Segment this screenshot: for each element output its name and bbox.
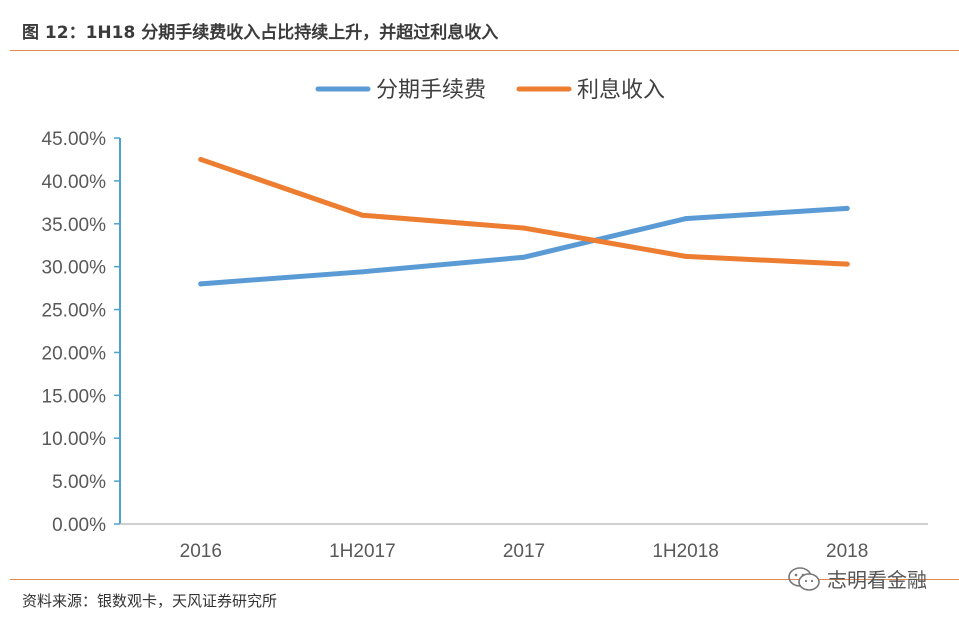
- watermark: 志明看金融: [787, 564, 927, 593]
- data-point: [521, 254, 527, 260]
- line-chart: 分期手续费 利息收入 0.00% 5.00% 10.00% 15.00% 20.00% 25…: [42, 78, 928, 562]
- data-point: [683, 216, 689, 222]
- series-line-installment-fee: [198, 205, 850, 287]
- y-tick-label: 35.00%: [42, 215, 107, 236]
- source-note: 资料来源：银数观卡，天风证券研究所: [22, 592, 278, 610]
- data-point: [359, 269, 365, 275]
- legend-label: 利息收入: [577, 78, 665, 103]
- y-tick-label: 25.00%: [42, 301, 107, 322]
- source-divider: [10, 579, 959, 580]
- y-tick-label: 0.00%: [52, 515, 106, 536]
- y-tick-label: 20.00%: [42, 343, 107, 364]
- figure-title: 图 12：1H18 分期手续费收入占比持续上升，并超过利息收入: [22, 23, 499, 43]
- y-tick-label: 5.00%: [52, 472, 106, 493]
- series-layer: [198, 156, 850, 287]
- y-tick-label: 10.00%: [42, 429, 107, 450]
- title-divider: [10, 50, 959, 51]
- y-tick-label: 45.00%: [42, 129, 107, 150]
- x-tick-label: 2018: [826, 541, 868, 562]
- axes: 0.00% 5.00% 10.00% 15.00% 20.00% 25.00% 30.00%…: [42, 129, 928, 562]
- legend: 分期手续费 利息收入: [315, 78, 665, 103]
- x-tick-label: 1H2018: [652, 541, 719, 562]
- data-point: [844, 205, 850, 211]
- x-tick-label: 2016: [180, 541, 222, 562]
- x-tick-label: 1H2017: [329, 541, 396, 562]
- series-line-interest-income: [198, 156, 850, 267]
- y-tick-label: 30.00%: [42, 258, 107, 279]
- watermark-text: 志明看金融: [827, 568, 927, 592]
- data-point: [198, 281, 204, 287]
- data-point: [844, 261, 850, 267]
- y-tick-label: 40.00%: [42, 172, 107, 193]
- data-point: [683, 253, 689, 259]
- y-tick-label: 15.00%: [42, 386, 107, 407]
- wechat-icon: [788, 566, 820, 591]
- x-tick-label: 2017: [503, 541, 545, 562]
- legend-label: 分期手续费: [376, 78, 486, 103]
- data-point: [198, 156, 204, 162]
- data-point: [521, 225, 527, 231]
- data-point: [359, 212, 365, 218]
